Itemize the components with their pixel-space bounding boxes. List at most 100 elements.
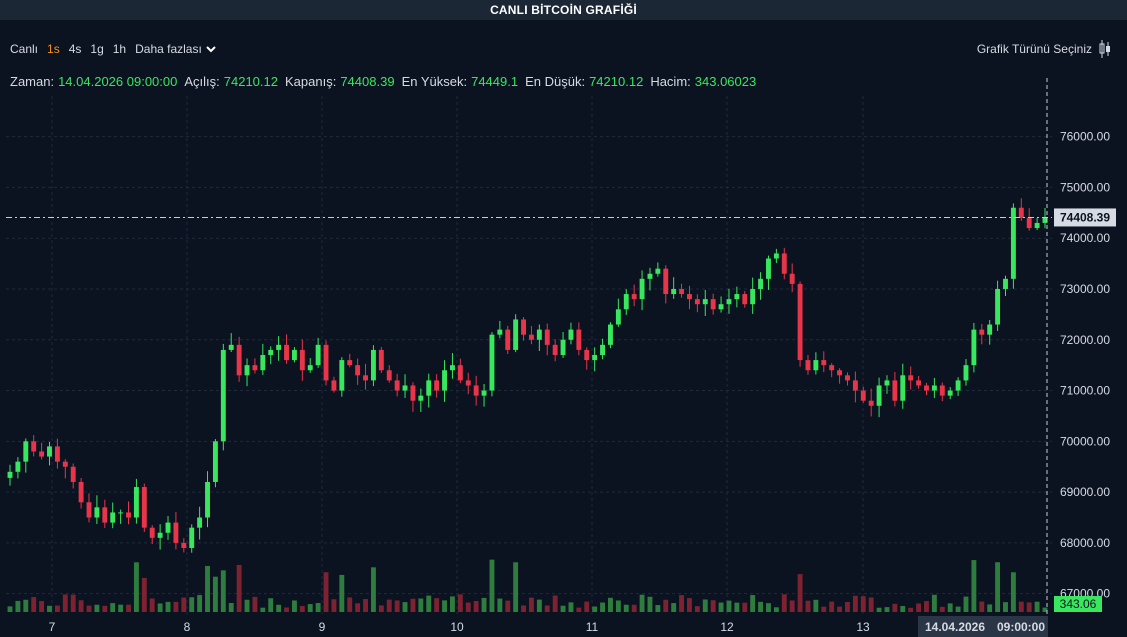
chevron-down-icon	[206, 45, 216, 52]
candle-body	[70, 466, 76, 482]
candle-body	[710, 299, 716, 310]
candle-body	[141, 487, 147, 528]
timeframe-live[interactable]: Canlı	[10, 42, 39, 56]
close-value: 74408.39	[340, 73, 395, 89]
volume-bar	[70, 594, 76, 612]
volume-bar	[845, 601, 850, 612]
high-label: En Yüksek:	[401, 73, 468, 89]
candle-body	[94, 507, 100, 518]
volume-bar	[355, 603, 361, 612]
volume-bar	[181, 597, 187, 612]
candle-body	[544, 329, 550, 345]
candle-body	[133, 487, 139, 518]
timeframe-1h[interactable]: 1h	[112, 42, 127, 56]
candle-body	[481, 390, 487, 396]
candle-body	[228, 344, 234, 350]
more-timeframes-label: Daha fazlası	[135, 42, 202, 56]
candle-body	[552, 344, 558, 355]
volume-bar	[663, 599, 669, 612]
volume-bar	[805, 600, 811, 612]
candle-body	[931, 385, 937, 391]
candle-body	[78, 481, 84, 503]
close-label: Kapanış:	[285, 73, 337, 89]
candle-body	[750, 288, 756, 305]
candle-body	[418, 395, 424, 401]
chart-type-selector[interactable]: Grafik Türünü Seçiniz	[977, 38, 1111, 60]
candle-body	[181, 542, 187, 548]
candle-body	[189, 527, 195, 548]
candle-body	[118, 512, 124, 514]
candle-body	[86, 502, 92, 518]
candle-body	[434, 380, 440, 391]
candle-body	[758, 278, 764, 289]
x-tick-label: 10	[450, 620, 464, 634]
volume-bar	[718, 602, 724, 612]
candle-body	[442, 370, 447, 391]
volume-value: 343.06023	[694, 73, 757, 89]
volume-bar	[268, 598, 274, 612]
volume-bar	[995, 562, 1001, 612]
candle-body	[884, 380, 890, 386]
candle-body	[331, 380, 337, 391]
candle-body	[718, 304, 724, 310]
timeframe-1s[interactable]: 1s	[47, 42, 60, 56]
x-tick-label: 11	[586, 620, 599, 634]
y-tick-label: 75000.00	[1060, 180, 1110, 194]
volume-bar	[916, 603, 922, 612]
volume-bar	[758, 601, 764, 612]
timeframe-4s[interactable]: 4s	[68, 42, 82, 56]
volume-bar	[39, 601, 45, 612]
volume-bar	[647, 596, 653, 612]
volume-bar	[615, 600, 621, 612]
volume-bar	[702, 599, 708, 612]
candle-body	[378, 349, 384, 371]
volume-bar	[133, 562, 139, 612]
volume-bar	[623, 604, 629, 612]
volume-bar	[513, 562, 519, 612]
volume-bar	[370, 567, 376, 612]
candle-body	[197, 517, 203, 528]
candle-body	[39, 451, 45, 457]
open-label: Açılış:	[184, 73, 220, 89]
volume-bar	[307, 604, 313, 612]
candle-body	[426, 380, 432, 396]
volume-bar	[1010, 572, 1016, 612]
volume-bar	[497, 598, 503, 612]
volume-bar	[955, 606, 961, 612]
candle-body	[837, 370, 843, 376]
candle-body	[615, 309, 621, 325]
volume-bar	[1018, 601, 1024, 612]
candle-body	[987, 324, 993, 335]
more-timeframes-dropdown[interactable]: Daha fazlası	[135, 42, 216, 56]
candle-body	[126, 512, 131, 518]
timeframe-1g[interactable]: 1g	[90, 42, 104, 56]
candle-body	[813, 360, 819, 371]
volume-bar	[149, 598, 155, 612]
candle-body	[924, 385, 929, 391]
candle-body	[268, 349, 274, 355]
candle-body	[110, 512, 116, 523]
volume-bar	[244, 599, 250, 612]
volume-bar	[939, 606, 945, 612]
y-tick-label: 76000.00	[1060, 130, 1110, 144]
candle-body	[252, 365, 258, 371]
candle-body	[892, 380, 898, 401]
candle-body	[497, 329, 503, 335]
volume-bar	[276, 604, 282, 612]
candle-body	[908, 375, 914, 381]
volume-bar	[560, 605, 566, 612]
candle-body	[773, 253, 779, 259]
volume-bar	[963, 596, 969, 612]
candle-body	[655, 268, 661, 274]
volume-bar	[236, 564, 242, 612]
candle-body	[1026, 217, 1032, 229]
volume-bar	[173, 601, 179, 612]
candle-body	[15, 461, 21, 472]
volume-bar	[252, 596, 258, 612]
candle-body	[687, 294, 692, 300]
volume-bar	[773, 607, 779, 612]
volume-bar	[284, 607, 289, 612]
volume-bar	[884, 607, 890, 612]
y-tick-label: 69000.00	[1060, 485, 1110, 499]
